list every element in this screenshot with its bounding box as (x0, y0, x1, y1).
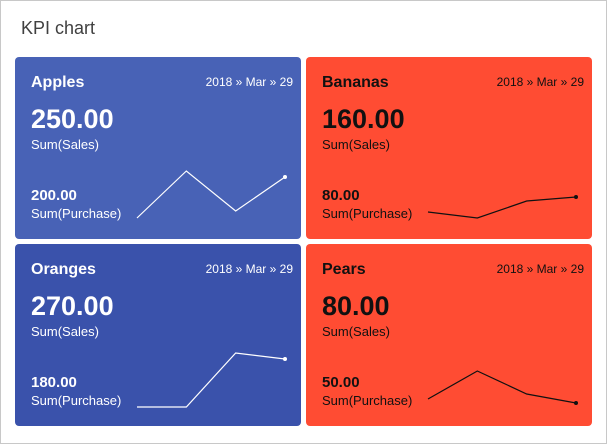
sparkline-area (137, 352, 287, 408)
purchase-value: 180.00 (31, 374, 77, 391)
card-name: Apples (31, 74, 85, 91)
purchase-label: Sum(Purchase) (322, 206, 413, 221)
sparkline-end (574, 401, 578, 405)
purchase-label: Sum(Purchase) (322, 393, 413, 408)
sparkline-area (136, 170, 287, 219)
sparkline-end (283, 357, 287, 361)
card-date: 2018 » Mar » 29 (496, 262, 584, 276)
sparkline-area (427, 195, 578, 219)
kpi-label: Sum(Sales) (322, 137, 390, 152)
purchase-value: 200.00 (31, 187, 77, 204)
sparkline (427, 370, 577, 404)
kpi-label: Sum(Sales) (322, 324, 390, 339)
kpi-card: Bananas 2018 » Mar » 29 160.00 Sum(Sales) 80… (306, 57, 592, 239)
purchase-value: 80.00 (322, 187, 360, 204)
kpi-value: 80.00 (322, 291, 390, 321)
widget-title: KPI chart (21, 18, 96, 38)
kpi-value: 270.00 (31, 291, 114, 321)
kpi-value: 250.00 (31, 104, 114, 134)
sparkline-end (574, 195, 578, 199)
card-date: 2018 » Mar » 29 (205, 262, 293, 276)
purchase-label: Sum(Purchase) (31, 393, 122, 408)
purchase-value: 50.00 (322, 374, 360, 391)
kpi-value: 160.00 (322, 104, 405, 134)
kpi-card: Pears 2018 » Mar » 29 80.00 Sum(Sales) 50.00… (306, 244, 592, 426)
kpi-label: Sum(Sales) (31, 137, 99, 152)
card-name: Pears (322, 261, 366, 278)
kpi-label: Sum(Sales) (31, 324, 99, 339)
card-name: Bananas (322, 74, 389, 91)
sparkline (137, 352, 286, 408)
card-name: Oranges (31, 261, 96, 278)
sparkline-end (283, 175, 287, 179)
sparkline-area (427, 370, 578, 405)
kpi-card: Oranges 2018 » Mar » 29 270.00 Sum(Sales) 18… (15, 244, 301, 426)
card-date: 2018 » Mar » 29 (205, 75, 293, 89)
purchase-label: Sum(Purchase) (31, 206, 122, 221)
sparkline (427, 196, 577, 219)
kpi-card: Apples 2018 » Mar » 29 250.00 Sum(Sales) 200… (15, 57, 301, 239)
card-date: 2018 » Mar » 29 (496, 75, 584, 89)
sparkline (136, 170, 286, 219)
